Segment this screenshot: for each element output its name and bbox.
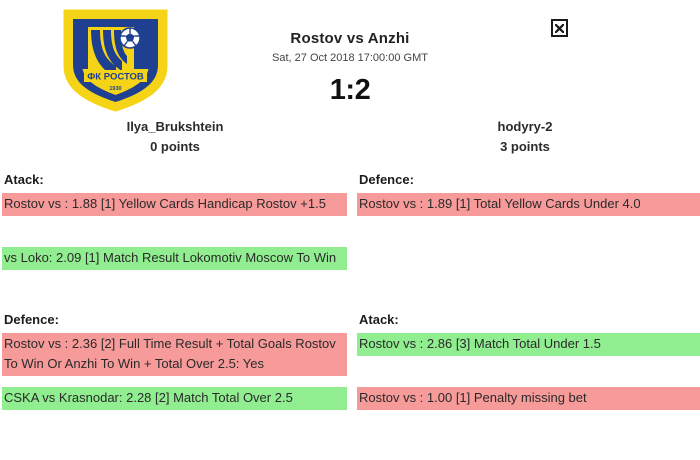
bet-column-top-left: Atack: Rostov vs : 1.88 [1] Yellow Cards… — [2, 172, 347, 301]
players-row: Ilya_Brukshtein 0 points hodyry-2 3 poin… — [0, 117, 700, 157]
bet-column-heading: Atack: — [4, 172, 44, 187]
bet-panel-bottom: Defence: Rostov vs : 2.36 [2] Full Time … — [0, 312, 700, 441]
broken-image-icon — [551, 19, 568, 37]
bet-column-top-right: Defence: Rostov vs : 1.89 [1] Total Yell… — [357, 172, 700, 301]
bet-slot — [357, 247, 700, 295]
bet-item-empty — [357, 247, 700, 250]
bet-item[interactable]: Rostov vs : 2.86 [3] Match Total Under 1… — [357, 333, 700, 357]
player-right-points: 3 points — [500, 139, 550, 155]
bet-column-heading: Defence: — [4, 312, 59, 327]
bet-item[interactable]: CSKA vs Krasnodar: 2.28 [2] Match Total … — [2, 387, 347, 411]
player-left-points: 0 points — [150, 139, 200, 155]
match-date: Sat, 27 Oct 2018 17:00:00 GMT — [272, 52, 428, 64]
match-info: Rostov vs Anzhi Sat, 27 Oct 2018 17:00:0… — [0, 30, 700, 107]
match-header: ФК РОСТОВ 1930 Rostov vs Anzhi Sat, 27 O… — [0, 0, 700, 170]
bet-slot: Rostov vs : 1.89 [1] Total Yellow Cards … — [357, 193, 700, 241]
bet-column-bottom-right: Atack: Rostov vs : 2.86 [3] Match Total … — [357, 312, 700, 441]
bet-slot: Rostov vs : 2.86 [3] Match Total Under 1… — [357, 333, 700, 381]
bet-item[interactable]: Rostov vs : 1.88 [1] Yellow Cards Handic… — [2, 193, 347, 217]
fc-rostov-crest-icon: ФК РОСТОВ 1930 — [58, 8, 173, 113]
bet-slot: CSKA vs Krasnodar: 2.28 [2] Match Total … — [2, 387, 347, 435]
bet-slot: Rostov vs : 1.00 [1] Penalty missing bet — [357, 387, 700, 435]
player-left: Ilya_Brukshtein 0 points — [0, 117, 350, 157]
crest-club-text: ФК РОСТОВ — [87, 72, 144, 83]
bet-item[interactable]: vs Loko: 2.09 [1] Match Result Lokomotiv… — [2, 247, 347, 271]
bet-item[interactable]: Rostov vs : 1.89 [1] Total Yellow Cards … — [357, 193, 700, 217]
bet-item[interactable]: Rostov vs : 1.00 [1] Penalty missing bet — [357, 387, 700, 411]
bet-slot: vs Loko: 2.09 [1] Match Result Lokomotiv… — [2, 247, 347, 295]
bet-column-bottom-left: Defence: Rostov vs : 2.36 [2] Full Time … — [2, 312, 347, 441]
bet-panel-top: Atack: Rostov vs : 1.88 [1] Yellow Cards… — [0, 172, 700, 301]
match-score: 1:2 — [329, 74, 371, 106]
player-right-name: hodyry-2 — [497, 119, 553, 134]
bet-column-heading: Defence: — [359, 172, 414, 187]
player-left-name: Ilya_Brukshtein — [126, 119, 224, 134]
bet-item[interactable]: Rostov vs : 2.36 [2] Full Time Result + … — [2, 333, 347, 377]
bet-slot: Rostov vs : 2.36 [2] Full Time Result + … — [2, 333, 347, 381]
player-right: hodyry-2 3 points — [350, 117, 700, 157]
bet-slot: Rostov vs : 1.88 [1] Yellow Cards Handic… — [2, 193, 347, 241]
match-title: Rostov vs Anzhi — [290, 30, 410, 47]
bet-column-heading: Atack: — [359, 312, 399, 327]
crest-club-year: 1930 — [109, 86, 121, 92]
